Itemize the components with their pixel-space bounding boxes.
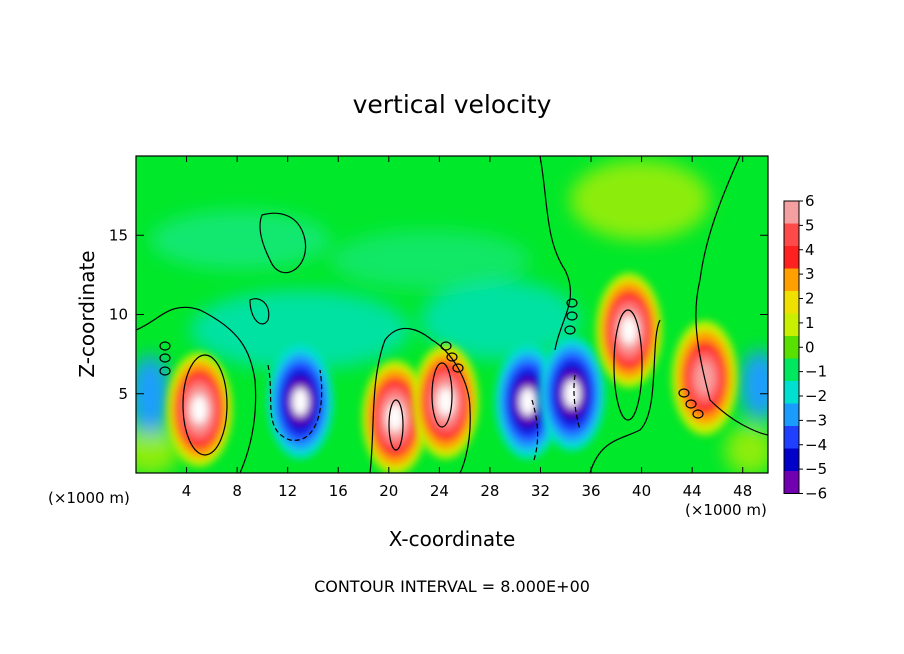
velocity-cells — [166, 273, 738, 473]
contour-zero-7 — [589, 319, 661, 473]
colorbar-tick-label: −1 — [805, 363, 827, 381]
x-tick-label: 28 — [480, 482, 499, 500]
contour-positive-4 — [613, 309, 643, 421]
x-axis-ticks: 4 8 12 16 20 24 28 32 36 40 44 48 — [182, 156, 752, 500]
colorbar-segment — [784, 313, 799, 336]
colorbar-tick-label: −3 — [805, 411, 827, 429]
colorbar-segment — [784, 358, 799, 381]
contour-zero-2 — [259, 212, 307, 273]
colorbar-segment — [784, 403, 799, 426]
colorbar: 6 5 4 3 2 1 0 −1 −2 −3 −4 −5 −6 — [783, 192, 827, 503]
colorbar-tick-label: 3 — [805, 265, 815, 283]
y-tick-label: 5 — [118, 385, 128, 403]
x-tick-label: 16 — [329, 482, 348, 500]
colorbar-segment — [784, 471, 799, 494]
contour-zero-1 — [136, 306, 257, 473]
colorbar-segment — [784, 426, 799, 449]
x-tick-label: 48 — [733, 482, 752, 500]
y-tick-label: 15 — [109, 226, 128, 244]
colorbar-segment — [784, 268, 799, 291]
cell-level — [437, 387, 454, 416]
colorbar-segment — [784, 291, 799, 314]
chart-title: vertical velocity — [353, 90, 552, 119]
y-tick-label: 10 — [109, 306, 128, 324]
x-tick-label: 24 — [430, 482, 449, 500]
x-tick-label: 4 — [182, 482, 192, 500]
contour-small-loops — [159, 298, 704, 419]
updraft-cell-4 — [412, 344, 479, 459]
colorbar-tick-label: 4 — [805, 241, 815, 259]
cell-level — [519, 387, 536, 416]
cell-level — [564, 379, 581, 408]
contour-positive-3 — [431, 362, 453, 428]
x-unit-note-left: (×1000 m) — [48, 489, 130, 507]
colorbar-segment — [784, 223, 799, 246]
x-tick-label: 20 — [379, 482, 398, 500]
contour-zero-3 — [249, 298, 270, 325]
contour-negative-3 — [573, 374, 581, 431]
contour-positive-1 — [182, 354, 228, 456]
y-axis-ticks: 5 10 15 — [109, 226, 768, 403]
contour-interval-note: CONTOUR INTERVAL = 8.000E+00 — [314, 577, 590, 596]
colorbar-tick-label: 5 — [805, 216, 815, 234]
contour-zero-6 — [695, 156, 768, 436]
updraft-cell-3 — [362, 360, 428, 473]
x-tick-label: 32 — [531, 482, 550, 500]
field-shading — [136, 160, 768, 473]
plot-area — [136, 156, 768, 473]
downdraft-cell-6 — [539, 336, 605, 451]
y-axis-label: Z-coordinate — [75, 250, 99, 377]
updraft-cell-7 — [596, 273, 662, 388]
contour-zero-4 — [369, 327, 471, 473]
contour-zero-5 — [539, 156, 571, 351]
cell-level — [387, 403, 404, 432]
colorbar-tick-label: −4 — [805, 436, 827, 454]
colorbar-tick-label: −2 — [805, 387, 827, 405]
colorbar-segment — [784, 381, 799, 404]
cell-level — [292, 387, 309, 416]
colorbar-tick-label: −5 — [805, 460, 827, 478]
colorbar-segment — [784, 448, 799, 471]
x-unit-note-right: (×1000 m) — [685, 501, 767, 519]
cell-level — [191, 395, 208, 424]
x-tick-label: 44 — [683, 482, 702, 500]
contour-negative-lines — [267, 364, 581, 461]
colorbar-tick-label: −6 — [805, 485, 827, 503]
x-tick-label: 8 — [232, 482, 242, 500]
colorbar-tick-label: 1 — [805, 314, 815, 332]
colorbar-segment — [784, 201, 799, 224]
x-tick-label: 40 — [632, 482, 651, 500]
x-tick-label: 36 — [581, 482, 600, 500]
downdraft-cell-2 — [267, 344, 334, 459]
contour-lines — [136, 156, 768, 473]
colorbar-segment — [784, 336, 799, 359]
contour-positive-2 — [388, 399, 404, 451]
colorbar-tick-label: 0 — [805, 338, 815, 356]
cell-level — [620, 316, 637, 345]
colorbar-segment — [784, 246, 799, 269]
contour-negative-1 — [267, 364, 323, 441]
colorbar-tick-label: 2 — [805, 290, 815, 308]
x-tick-label: 12 — [278, 482, 297, 500]
colorbar-tick-label: 6 — [805, 192, 815, 210]
x-axis-label: X-coordinate — [389, 527, 516, 551]
updraft-cell-1 — [166, 352, 233, 467]
